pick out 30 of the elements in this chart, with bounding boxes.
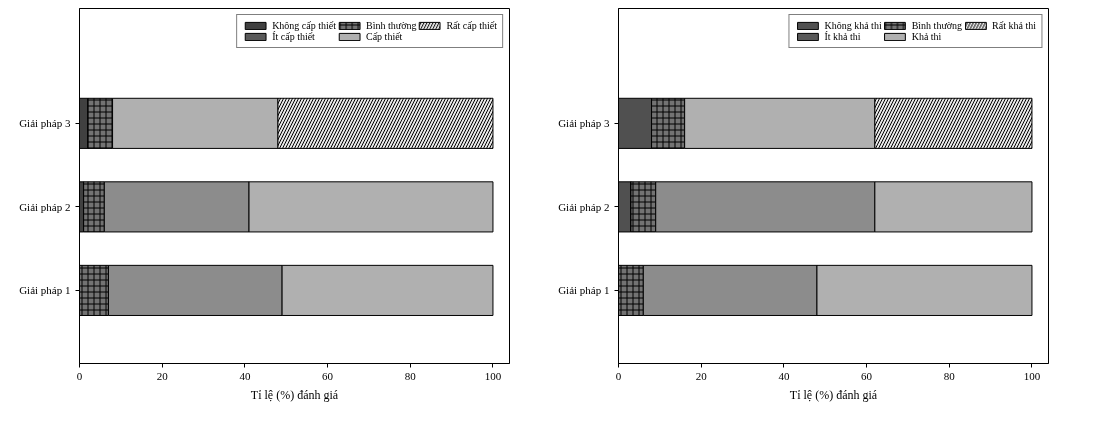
- x-tick-label: 100: [1023, 369, 1041, 382]
- x-tick-label: 80: [943, 369, 956, 382]
- legend-label: Cấp thiết: [366, 31, 403, 42]
- x-tick-label: 0: [615, 369, 622, 382]
- legend-label: Bình thường: [366, 20, 417, 31]
- x-tick-label: 20: [695, 369, 708, 382]
- legend-label: Không khả thi: [824, 20, 882, 31]
- legend-label: Bình thường: [911, 20, 963, 31]
- x-tick-label: 20: [156, 369, 169, 382]
- legend-label: Không cấp thiết: [272, 20, 337, 31]
- x-axis-title: Tỉ lệ (%) đánh giá: [789, 387, 878, 402]
- legend-label: Rất khả thi: [992, 20, 1036, 31]
- x-tick-label: 60: [322, 369, 334, 382]
- x-tick-label: 40: [778, 369, 790, 382]
- y-tick-label: Giải pháp 1: [558, 284, 610, 297]
- x-tick-label: 80: [404, 369, 417, 382]
- y-tick-label: Giải pháp 2: [558, 200, 610, 213]
- x-tick-label: 100: [484, 369, 502, 382]
- y-tick-label: Giải pháp 2: [19, 200, 71, 213]
- legend-label: Ít cấp thiết: [272, 31, 315, 42]
- y-tick-label: Giải pháp 1: [19, 284, 71, 297]
- legend-label: Khả thi: [911, 31, 942, 42]
- x-tick-label: 40: [239, 369, 251, 382]
- legend-label: Ít khả thi: [824, 31, 861, 42]
- x-axis-title: Tỉ lệ (%) đánh giá: [250, 387, 339, 402]
- y-tick-label: Giải pháp 3: [558, 117, 610, 130]
- y-tick-label: Giải pháp 3: [19, 117, 71, 130]
- legend-label: Rất cấp thiết: [446, 20, 497, 31]
- x-tick-label: 0: [76, 369, 83, 382]
- x-tick-label: 60: [861, 369, 873, 382]
